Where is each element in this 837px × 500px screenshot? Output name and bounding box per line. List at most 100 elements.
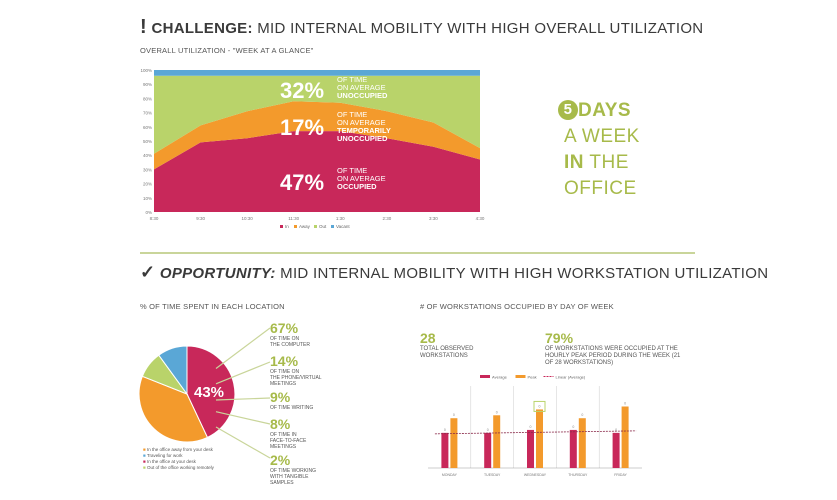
bar-peak-label: 0: [453, 413, 455, 417]
unoccupied-line2: ON AVERAGE: [337, 83, 386, 92]
temp-line4: UNOCCUPIED: [337, 134, 388, 143]
area-y-tick: 50%: [143, 139, 152, 144]
legend-item-remote: ■ Out of the office working remotely: [143, 465, 214, 470]
bar-legend-label: Peak: [528, 375, 537, 380]
temp-line1: OF TIME: [337, 110, 368, 119]
bar-average-label: 0: [444, 428, 446, 432]
bar-x-axis: MONDAY TUESDAY WEDNESDAY THURSDAY FRIDAY: [442, 473, 628, 477]
stat-peak-line2: HOURLY PEAK PERIOD DURING THE WEEK (21: [545, 353, 681, 359]
checkmark-icon: ✓: [140, 262, 156, 282]
office-line: OFFICE: [564, 178, 637, 199]
the-word: THE: [584, 152, 629, 173]
bar-average: [569, 429, 577, 468]
area-y-tick: 90%: [143, 82, 152, 87]
area-x-tick: 11:30: [288, 216, 299, 221]
occupied-line1: OF TIME: [337, 166, 368, 175]
bar-peak: [493, 415, 501, 468]
area-series-in: [154, 131, 480, 212]
bar-average: [612, 432, 620, 468]
pie-slice: [158, 345, 188, 396]
bar-x-tick: FRIDAY: [614, 473, 627, 477]
unoccupied-line3: UNOCCUPIED: [337, 91, 388, 100]
bar-x-tick: TUESDAY: [484, 473, 501, 477]
area-y-tick: 10%: [143, 196, 152, 201]
area-y-tick: 0%: [145, 210, 152, 215]
days-circle-number: 5: [558, 100, 578, 120]
section-divider: [140, 252, 695, 254]
area-series-vacant: [154, 70, 480, 76]
area-x-tick: 8:30: [150, 216, 159, 221]
bar-peak-highlight: [533, 400, 546, 412]
area-x-tick: 3:30: [429, 216, 438, 221]
location-pie-chart: [138, 327, 271, 459]
pie-connectors: [215, 327, 271, 459]
stat-total-number: 28: [420, 330, 436, 346]
workstations-title: # OF WORKSTATIONS OCCUPIED BY DAY OF WEE…: [420, 302, 614, 311]
stat-peak: 79% OF WORKSTATIONS WERE OCCUPIED AT THE…: [545, 330, 680, 367]
area-x-tick: 1:30: [336, 216, 345, 221]
bar-bars: 0 0 0 0 0 0 0 0 0 0: [434, 400, 637, 468]
area-legend: In Away Out Vacant: [280, 224, 350, 229]
callout-writing: 9% OF TIME WRITING: [270, 389, 314, 411]
legend-item-away: ■ In the office away from your desk: [143, 447, 213, 452]
callout-phone: 14% OF TIME ON THE PHONE/VIRTUAL MEETING…: [270, 353, 322, 387]
occupied-text: OF TIME ON AVERAGE OCCUPIED: [337, 167, 386, 191]
bar-peak: [536, 409, 543, 468]
area-x-axis: 8:30 9:30 10:30 11:30 1:30 2:30 3:30 4:30: [150, 216, 485, 221]
area-y-tick: 70%: [143, 111, 152, 116]
callout-samples: 2% OF TIME WORKING WITH TANGIBLE SAMPLES: [270, 452, 317, 486]
bar-average-label: 0: [487, 428, 489, 432]
area-series-away: [154, 101, 480, 170]
opportunity-title: MID INTERNAL MOBILITY WITH HIGH WORKSTAT…: [275, 265, 769, 282]
pie-slices: [138, 345, 236, 443]
bar-legend-label: Linear (Average): [556, 375, 586, 380]
area-legend-swatch: [314, 225, 317, 228]
area-x-tick: 4:30: [476, 216, 485, 221]
unoccupied-callout: 32%: [280, 78, 324, 104]
challenge-label: CHALLENGE:: [151, 20, 253, 37]
stat-peak-line1: OF WORKSTATIONS WERE OCCUPIED AT THE: [545, 346, 678, 352]
stat-total-line2: WORKSTATIONS: [420, 353, 468, 359]
unoccupied-line1: OF TIME: [337, 75, 368, 84]
bar-grid: [428, 386, 642, 469]
pie-legend: ■ In the office away from your desk ■ Tr…: [143, 447, 214, 471]
area-legend-swatch: [331, 225, 334, 228]
area-x-tick: 10:30: [242, 216, 254, 221]
area-legend-label: In: [285, 224, 289, 229]
bar-peak-label: 0: [539, 404, 541, 408]
pie-connector-line: [215, 327, 271, 369]
callout-meetings: 8% OF TIME IN FACE-TO-FACE MEETINGS: [270, 416, 307, 450]
area-x-tick: 9:30: [196, 216, 205, 221]
days-word: DAYS: [578, 100, 632, 121]
bar-peak-label: 0: [624, 402, 626, 406]
pie-callouts: 67% OF TIME ON THE COMPUTER 14% OF TIME …: [270, 320, 370, 486]
bar-average-label: 0: [530, 425, 532, 429]
bar-peak-label: 0: [581, 413, 583, 417]
legend-item-travel: ■ Traveling for work: [143, 453, 183, 458]
area-legend-label: Vacant: [336, 224, 350, 229]
occupied-line2: ON AVERAGE: [337, 174, 386, 183]
pie-connector-line: [215, 397, 271, 401]
bar-peak: [578, 418, 586, 468]
temp-percent: 17%: [280, 115, 325, 140]
bar-legend-swatch: [480, 375, 490, 378]
bar-peak: [450, 418, 458, 468]
utilization-subtitle: OVERALL UTILIZATION - "WEEK AT A GLANCE": [140, 46, 314, 55]
area-y-axis: 0% 10% 20% 30% 40% 50% 60% 70% 80% 90% 100%: [140, 68, 152, 215]
area-legend-label: Away: [299, 224, 311, 229]
area-y-tick: 80%: [143, 96, 152, 101]
exclamation-icon: !: [140, 16, 147, 38]
opportunity-label: OPPORTUNITY:: [159, 265, 276, 282]
pie-connector-line: [215, 361, 271, 385]
area-x-tick: 2:30: [382, 216, 391, 221]
location-title: % OF TIME SPENT IN EACH LOCATION: [140, 302, 285, 311]
temp-callout: 17%: [280, 115, 324, 141]
area-y-tick: 40%: [143, 153, 152, 158]
bar-average-label: 0: [572, 425, 574, 429]
unoccupied-text: OF TIME ON AVERAGE UNOCCUPIED: [337, 76, 387, 100]
area-legend-swatch: [294, 225, 297, 228]
callout-computer: 67% OF TIME ON THE COMPUTER: [270, 320, 310, 348]
utilization-area-chart: 0% 10% 20% 30% 40% 50% 60% 70% 80% 90% 100% 8:30 9:…: [140, 68, 485, 229]
area-layers: [154, 70, 480, 212]
pie-connector-line: [215, 426, 271, 459]
